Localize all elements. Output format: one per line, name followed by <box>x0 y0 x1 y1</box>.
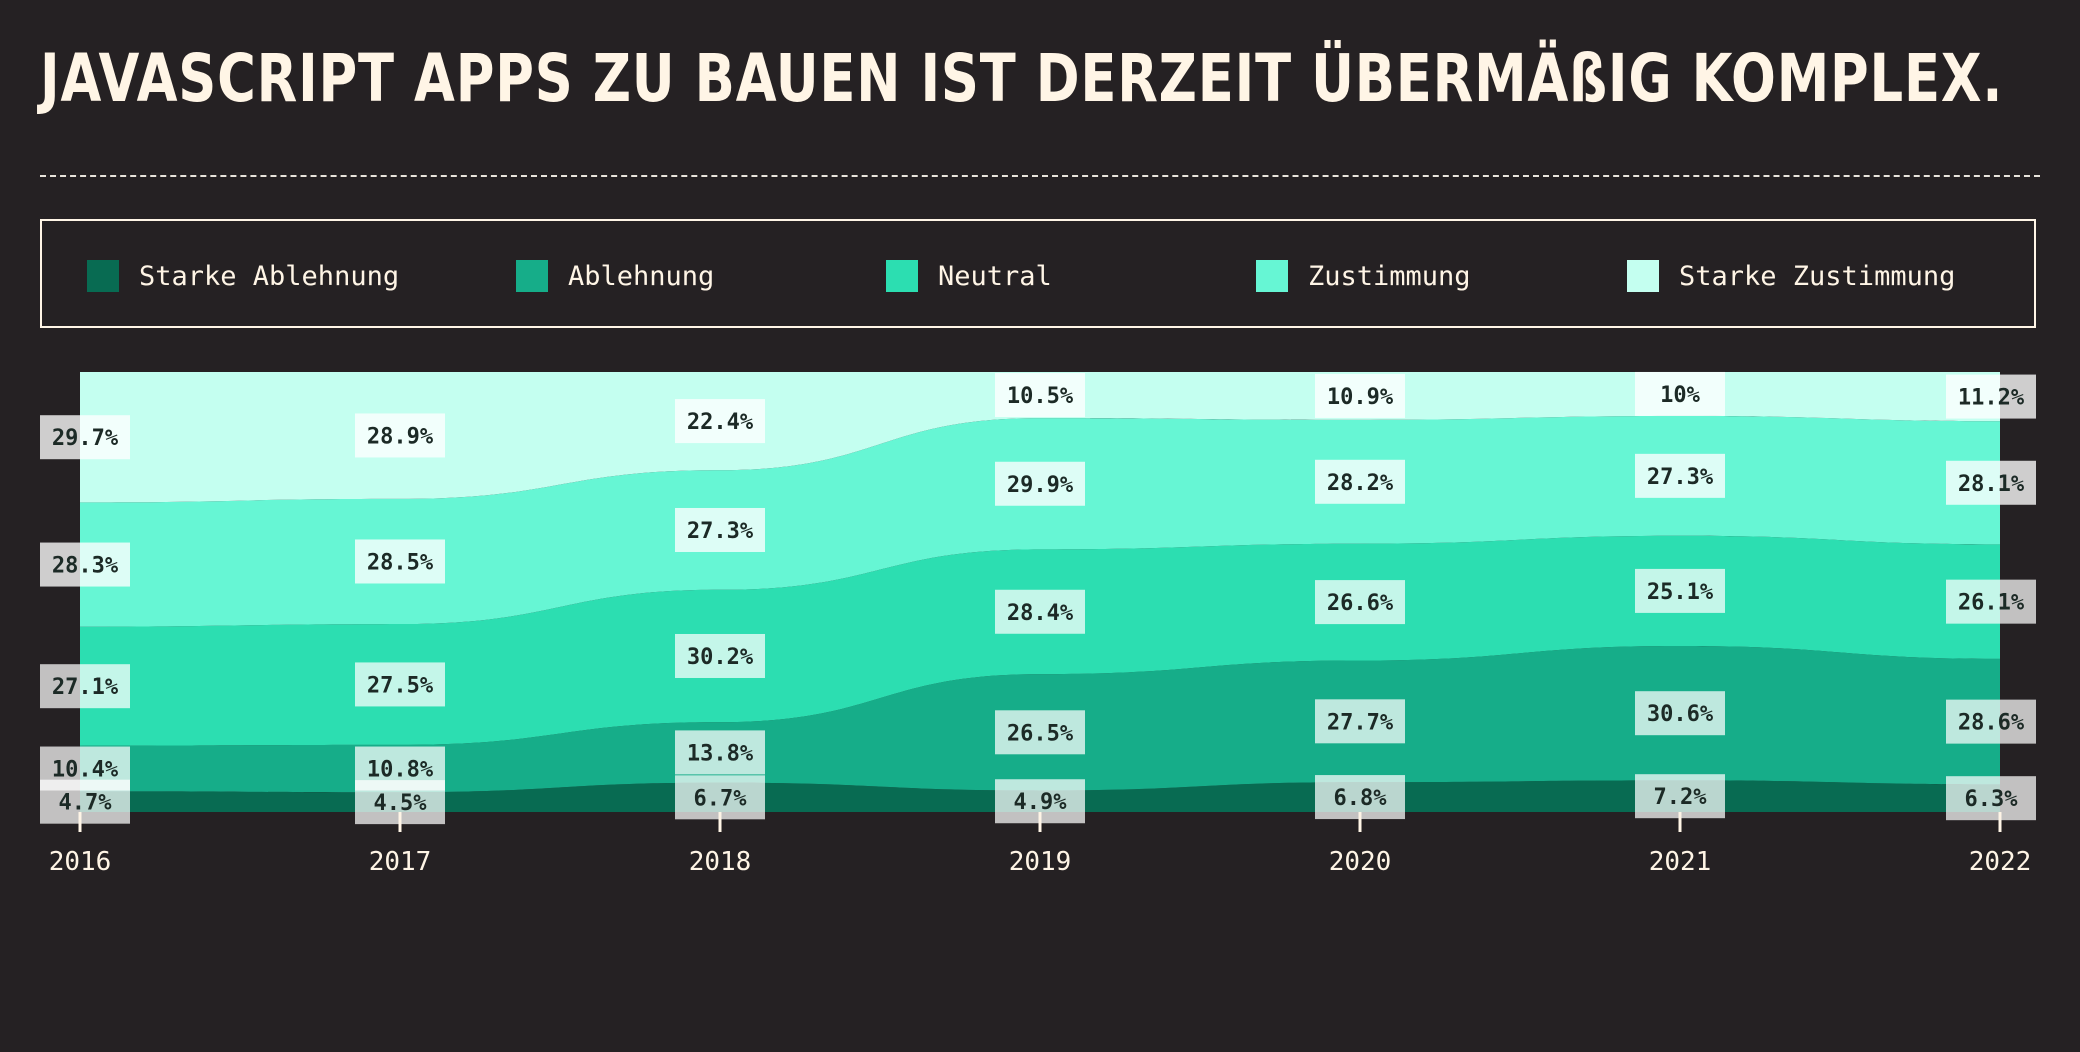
svg-text:28.4%: 28.4% <box>1007 601 1074 626</box>
legend-label: Zustimmung <box>1308 260 1471 292</box>
svg-text:26.1%: 26.1% <box>1958 591 2025 616</box>
x-tick-label: 2017 <box>369 847 432 877</box>
x-tick-label: 2018 <box>689 847 752 877</box>
svg-text:27.7%: 27.7% <box>1327 710 1394 735</box>
x-tick-label: 2016 <box>49 847 112 877</box>
svg-text:28.3%: 28.3% <box>52 554 119 579</box>
value-label: 10.4% <box>40 746 130 791</box>
value-label: 27.3% <box>675 507 765 552</box>
legend-swatch <box>1627 260 1659 292</box>
value-label: 10% <box>1635 371 1725 416</box>
legend-item-3: Neutral <box>886 260 1052 292</box>
svg-text:27.3%: 27.3% <box>687 519 754 544</box>
value-label: 10.8% <box>355 746 445 791</box>
area-zustimmung <box>80 415 2000 627</box>
x-tick-label: 2020 <box>1329 847 1392 877</box>
title-divider <box>40 175 2040 177</box>
svg-text:29.9%: 29.9% <box>1007 473 1074 498</box>
svg-text:25.1%: 25.1% <box>1647 580 1714 605</box>
legend-label: Starke Ablehnung <box>139 260 400 292</box>
value-label: 6.3% <box>1946 776 2036 821</box>
value-label: 26.6% <box>1315 580 1405 625</box>
svg-text:27.3%: 27.3% <box>1647 465 1714 490</box>
svg-text:28.5%: 28.5% <box>367 550 434 575</box>
page-title: JAVASCRIPT APPS ZU BAUEN IST DERZEIT ÜBE… <box>40 40 2004 117</box>
svg-text:29.7%: 29.7% <box>52 426 119 451</box>
svg-text:26.6%: 26.6% <box>1327 591 1394 616</box>
value-label: 30.2% <box>675 633 765 678</box>
svg-text:28.6%: 28.6% <box>1958 711 2025 736</box>
value-label: 28.9% <box>355 413 445 458</box>
value-label: 28.2% <box>1315 459 1405 504</box>
svg-text:7.2%: 7.2% <box>1654 785 1708 810</box>
value-label: 13.8% <box>675 730 765 775</box>
value-label: 25.1% <box>1635 568 1725 613</box>
svg-text:26.5%: 26.5% <box>1007 721 1074 746</box>
area-starke-zustimmung <box>80 372 2000 503</box>
value-label: 26.1% <box>1946 579 2036 624</box>
svg-text:6.8%: 6.8% <box>1334 786 1388 811</box>
value-label: 28.1% <box>1946 460 2036 505</box>
svg-text:13.8%: 13.8% <box>687 741 754 766</box>
value-label: 28.3% <box>40 542 130 587</box>
svg-text:4.9%: 4.9% <box>1014 790 1068 815</box>
svg-text:27.5%: 27.5% <box>367 673 434 698</box>
chart-legend: Starke Ablehnung Ablehnung Neutral Zustimmu… <box>40 219 2036 328</box>
svg-text:30.2%: 30.2% <box>687 645 754 670</box>
value-label: 27.7% <box>1315 699 1405 744</box>
svg-text:10%: 10% <box>1660 383 1700 408</box>
value-label: 10.9% <box>1315 373 1405 418</box>
svg-text:11.2%: 11.2% <box>1958 386 2025 411</box>
value-label: 26.5% <box>995 710 1085 755</box>
x-tick-label: 2021 <box>1649 847 1712 877</box>
value-label: 28.4% <box>995 589 1085 634</box>
legend-item-5: Starke Zustimmung <box>1627 260 1955 292</box>
legend-swatch <box>1256 260 1288 292</box>
value-label: 27.5% <box>355 662 445 707</box>
value-label: 27.1% <box>40 664 130 709</box>
legend-swatch <box>87 260 119 292</box>
svg-text:4.5%: 4.5% <box>374 791 428 816</box>
value-label: 29.9% <box>995 461 1085 506</box>
value-label: 6.7% <box>675 775 765 820</box>
value-label: 11.2% <box>1946 374 2036 419</box>
legend-item-1: Starke Ablehnung <box>87 260 399 292</box>
svg-text:10.5%: 10.5% <box>1007 384 1074 409</box>
svg-text:4.7%: 4.7% <box>59 791 113 816</box>
area-neutral <box>80 535 2000 746</box>
svg-text:10.9%: 10.9% <box>1327 385 1394 410</box>
value-label: 27.3% <box>1635 453 1725 498</box>
legend-label: Starke Zustimmung <box>1679 260 1956 292</box>
value-label: 30.6% <box>1635 691 1725 736</box>
svg-text:28.2%: 28.2% <box>1327 471 1394 496</box>
legend-label: Ablehnung <box>568 260 715 292</box>
legend-swatch <box>516 260 548 292</box>
legend-item-2: Ablehnung <box>516 260 714 292</box>
svg-text:30.6%: 30.6% <box>1647 702 1714 727</box>
value-label: 7.2% <box>1635 774 1725 819</box>
legend-item-4: Zustimmung <box>1256 260 1471 292</box>
value-label: 29.7% <box>40 415 130 460</box>
legend-label: Neutral <box>938 260 1052 292</box>
svg-text:22.4%: 22.4% <box>687 410 754 435</box>
x-tick-label: 2022 <box>1969 847 2032 877</box>
value-label: 22.4% <box>675 399 765 444</box>
svg-text:28.9%: 28.9% <box>367 424 434 449</box>
value-label: 28.5% <box>355 539 445 584</box>
value-label: 6.8% <box>1315 775 1405 820</box>
x-tick-label: 2019 <box>1009 847 1072 877</box>
value-label: 10.5% <box>995 373 1085 418</box>
svg-text:28.1%: 28.1% <box>1958 472 2025 497</box>
svg-text:10.4%: 10.4% <box>52 758 119 783</box>
svg-text:27.1%: 27.1% <box>52 675 119 700</box>
svg-text:6.7%: 6.7% <box>694 786 748 811</box>
legend-swatch <box>886 260 918 292</box>
value-label: 28.6% <box>1946 699 2036 744</box>
svg-text:6.3%: 6.3% <box>1965 787 2019 812</box>
svg-text:10.8%: 10.8% <box>367 758 434 783</box>
